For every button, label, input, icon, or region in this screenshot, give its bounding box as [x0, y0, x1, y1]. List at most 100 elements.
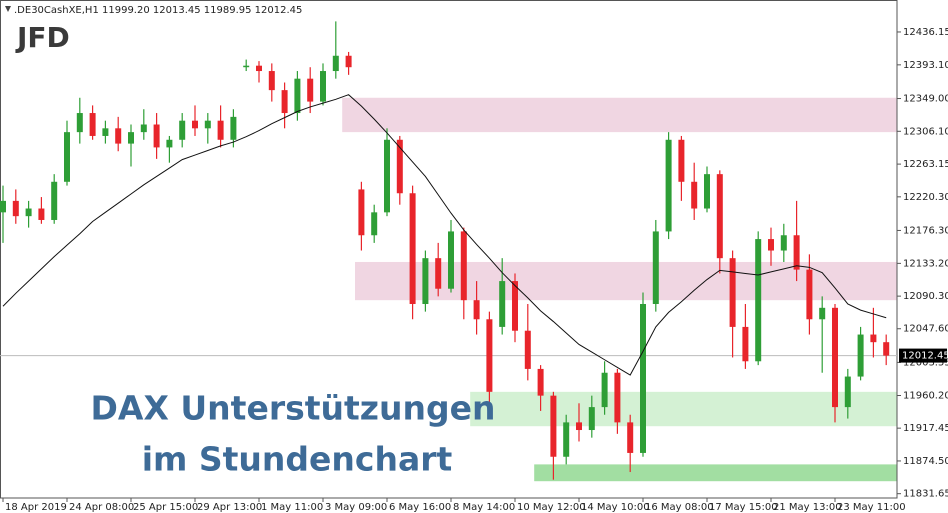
candle-body: [652, 231, 659, 304]
candle-body: [819, 307, 826, 320]
candle-body: [588, 407, 595, 431]
candle-body: [217, 120, 224, 140]
y-tick-label: 12133.20: [903, 258, 948, 269]
x-tick-label: 25 Apr 15:00: [133, 502, 198, 513]
y-tick-label: 12003.55: [903, 357, 948, 368]
candle-body: [550, 395, 557, 457]
y-tick-label: 12393.10: [903, 60, 948, 71]
candle-body: [140, 124, 147, 133]
candle-body: [25, 208, 32, 217]
candle-body: [512, 281, 518, 331]
plot-frame: [0, 0, 898, 499]
x-tick-label: 17 May 15:00: [709, 502, 778, 513]
candle-body: [320, 71, 326, 102]
candle-body: [704, 174, 710, 209]
y-tick-label: 11831.65: [903, 489, 948, 500]
candle-body: [806, 269, 813, 320]
y-tick-label: 12047.60: [903, 324, 948, 335]
candle-body: [614, 372, 621, 423]
x-tick-label: 3 May 09:00: [325, 502, 387, 513]
y-tick-label: 11874.50: [903, 456, 948, 467]
candle-body: [729, 258, 736, 327]
candle-body: [422, 258, 429, 304]
candle-body: [345, 55, 352, 68]
candle-body: [115, 128, 122, 144]
candle-body: [384, 139, 390, 213]
candle-body: [89, 113, 96, 136]
candle-body: [358, 189, 365, 236]
candle-body: [230, 116, 237, 140]
candle-body: [76, 113, 83, 133]
x-tick-label: 21 May 13:00: [773, 502, 842, 513]
candle-body: [857, 334, 864, 377]
candle-body: [768, 239, 774, 251]
candle-body: [460, 231, 467, 301]
candle-body: [576, 422, 582, 431]
y-tick-label: 12263.15: [903, 159, 948, 170]
x-tick-label: 14 May 10:00: [581, 502, 650, 513]
candle-body: [486, 319, 493, 392]
candle-body: [243, 65, 250, 68]
candle-body: [0, 200, 6, 213]
candle-body: [691, 181, 698, 209]
candle-body: [64, 132, 70, 182]
candle-body: [563, 422, 570, 457]
candle-body: [678, 139, 685, 182]
candle-body: [256, 65, 262, 72]
candle-body: [448, 231, 454, 289]
candle-body: [192, 120, 198, 129]
candle-body: [832, 307, 838, 408]
zone: [342, 97, 897, 133]
candle-body: [883, 342, 890, 356]
candle-body: [524, 330, 531, 369]
candle-body: [153, 124, 160, 148]
candle-body: [601, 372, 608, 408]
candle-body: [281, 90, 288, 114]
candle-body: [371, 212, 378, 236]
x-tick-label: 23 May 11:00: [837, 502, 906, 513]
x-tick-label: 1 May 11:00: [261, 502, 323, 513]
y-tick-label: 12349.00: [903, 94, 948, 105]
header: .DE30CashXE,H1 11999.20 12013.45 11989.9…: [14, 5, 302, 16]
x-tick-label: 24 Apr 08:00: [69, 502, 134, 513]
candle-body: [793, 235, 800, 270]
candle-body: [268, 71, 275, 91]
zone: [470, 391, 897, 427]
candle-body: [166, 139, 173, 148]
y-tick-label: 12220.30: [903, 192, 948, 203]
y-tick-label: 12306.10: [903, 126, 948, 137]
candle-body: [102, 128, 109, 136]
annotation: DAX Unterstützungen: [91, 389, 496, 428]
last-price-box: [899, 348, 947, 363]
candle-body: [204, 120, 211, 129]
x-tick-label: 16 May 08:00: [645, 502, 714, 513]
candle-body: [537, 368, 544, 396]
candle-body: [742, 326, 749, 362]
y-tick-label: 11917.45: [903, 423, 948, 434]
y-tick-label: 12436.15: [903, 27, 948, 38]
candle-body: [12, 200, 19, 217]
candle-body: [780, 235, 787, 251]
candle-body: [870, 334, 877, 343]
candle-body: [665, 139, 672, 232]
x-tick-label: 8 May 14:00: [453, 502, 515, 513]
candle-body: [435, 258, 442, 289]
candle-body: [627, 422, 634, 453]
candle-body: [473, 300, 480, 320]
x-tick-label: 6 May 16:00: [389, 502, 451, 513]
logo: JFD: [15, 21, 70, 54]
candle-body: [716, 174, 723, 259]
candle-body: [640, 303, 646, 453]
x-tick-label: 29 Apr 13:00: [197, 502, 262, 513]
y-tick-label: 12090.30: [903, 291, 948, 302]
candle-body: [294, 78, 301, 114]
candle-body: [128, 132, 134, 144]
annotation: im Stundenchart: [142, 440, 453, 479]
candle-body: [409, 193, 416, 304]
candle-body: [755, 239, 762, 362]
x-tick-label: 18 Apr 2019: [5, 502, 67, 513]
header-icon: [5, 6, 11, 12]
candle-body: [38, 208, 45, 220]
candle-body: [51, 181, 58, 220]
